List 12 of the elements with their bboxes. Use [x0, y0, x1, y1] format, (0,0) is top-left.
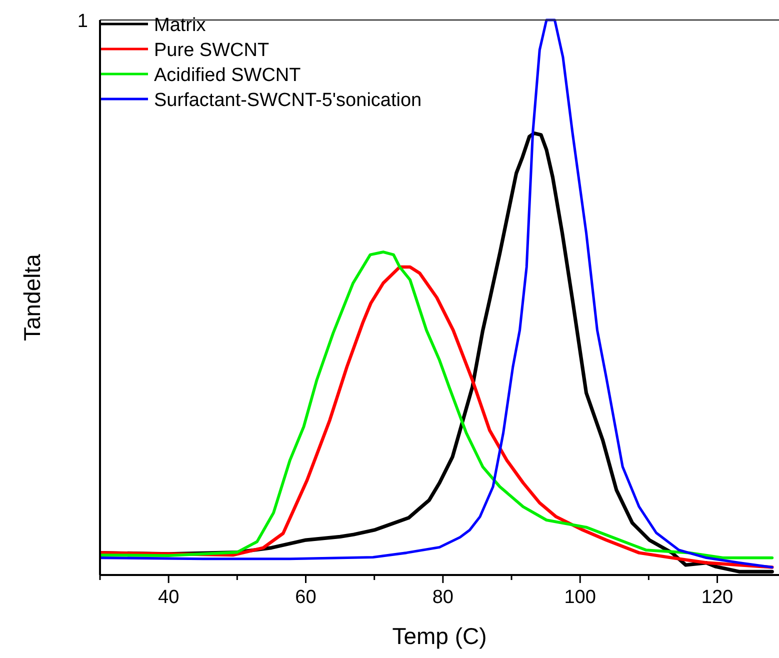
x-tick-label: 60	[295, 587, 316, 608]
x-tick-label: 100	[564, 587, 596, 608]
legend-label: Surfactant-SWCNT-5'sonication	[154, 90, 422, 111]
legend-label: Matrix	[154, 15, 206, 36]
x-tick-label: 120	[701, 587, 734, 608]
y-axis-title: Tandelta	[19, 254, 45, 341]
x-tick-label: 80	[432, 587, 454, 608]
x-tick-label: 40	[158, 587, 180, 608]
legend-label: Acidified SWCNT	[154, 65, 302, 86]
legend-label: Pure SWCNT	[154, 40, 270, 61]
text: 1	[77, 11, 88, 32]
x-axis-title: Temp (C)	[392, 623, 487, 649]
